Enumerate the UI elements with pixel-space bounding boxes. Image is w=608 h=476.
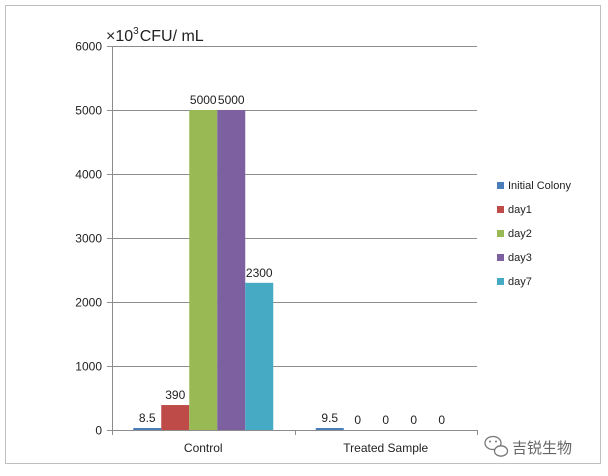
data-labels: 8.5 390 5000 5000 2300 9.5 0 0 0 0: [139, 93, 446, 427]
bar: [161, 405, 190, 430]
y-tick-label: 3000: [75, 232, 102, 246]
data-label: 5000: [218, 93, 245, 107]
data-label: 0: [354, 413, 361, 427]
watermark: 吉锐生物: [484, 435, 572, 457]
legend-swatch: [497, 182, 504, 189]
data-label: 0: [410, 413, 417, 427]
bar: [217, 110, 246, 430]
bar: [189, 110, 218, 430]
y-unit-label: ×103CFU/ mL: [106, 26, 204, 45]
data-label: 390: [165, 388, 185, 402]
bars: [133, 110, 344, 430]
watermark-text: 吉锐生物: [512, 439, 572, 457]
data-label: 8.5: [139, 411, 156, 425]
legend-label: day2: [508, 228, 532, 240]
bar: [315, 428, 344, 430]
y-tick-labels: 0 1000 2000 3000 4000 5000 6000: [75, 40, 102, 438]
legend-swatch: [497, 254, 504, 261]
data-label: 9.5: [321, 411, 338, 425]
x-category-label: Treated Sample: [343, 441, 428, 455]
legend-swatch: [497, 230, 504, 237]
y-tick-label: 1000: [75, 360, 102, 374]
gridlines: [107, 46, 478, 435]
bar: [133, 428, 162, 430]
legend-label: day1: [508, 204, 532, 216]
y-tick-label: 5000: [75, 104, 102, 118]
legend-label: day7: [508, 276, 532, 288]
legend-swatch: [497, 278, 504, 285]
y-tick-label: 2000: [75, 296, 102, 310]
x-category-label: Control: [184, 441, 223, 455]
legend-label: day3: [508, 252, 532, 264]
category-labels: Control Treated Sample: [184, 441, 429, 455]
y-tick-label: 4000: [75, 168, 102, 182]
data-label: 0: [382, 413, 389, 427]
y-tick-label: 6000: [75, 40, 102, 54]
legend-swatch: [497, 206, 504, 213]
bar: [245, 282, 274, 430]
legend: Initial Colony day1 day2 day3 day7: [497, 180, 571, 288]
wechat-icon: [484, 435, 509, 457]
data-label: 2300: [246, 266, 273, 280]
data-label: 0: [438, 413, 445, 427]
y-tick-label: 0: [95, 424, 102, 438]
legend-label: Initial Colony: [508, 180, 571, 192]
data-label: 5000: [190, 93, 217, 107]
